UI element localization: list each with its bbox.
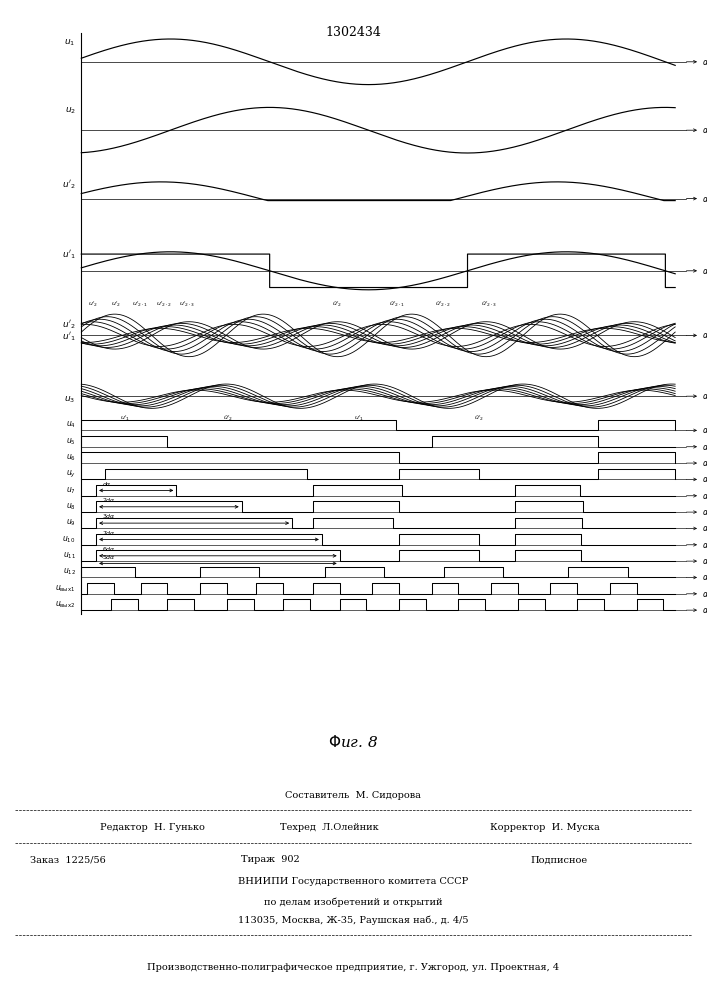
Text: $\alpha(t)$: $\alpha(t)$ [702, 390, 707, 402]
Text: $\alpha(t)$: $\alpha(t)$ [702, 473, 707, 485]
Text: Составитель  М. Сидорова: Составитель М. Сидорова [285, 790, 421, 800]
Text: $\alpha(t)$: $\alpha(t)$ [702, 124, 707, 136]
Text: $u_{12}$: $u_{12}$ [62, 567, 76, 577]
Text: $\alpha(t)$: $\alpha(t)$ [702, 588, 707, 600]
Text: Производственно-полиграфическое предприятие, г. Ужгород, ул. Проектная, 4: Производственно-полиграфическое предприя… [147, 964, 559, 972]
Text: $\bar{u}'_{2\cdot3}$: $\bar{u}'_{2\cdot3}$ [481, 299, 496, 309]
Text: $2d\alpha$: $2d\alpha$ [102, 496, 116, 504]
Text: $\alpha(t)$: $\alpha(t)$ [702, 604, 707, 616]
Text: $u_3$: $u_3$ [64, 395, 76, 405]
Text: $u_{11}$: $u_{11}$ [62, 551, 76, 561]
Text: $u_5$: $u_5$ [66, 436, 76, 447]
Text: $u'_1$: $u'_1$ [354, 413, 363, 423]
Text: $u_7$: $u_7$ [66, 485, 76, 496]
Text: $\alpha(t)$: $\alpha(t)$ [702, 555, 707, 567]
Text: $5d\alpha$: $5d\alpha$ [102, 553, 116, 561]
Text: 1302434: 1302434 [325, 26, 382, 39]
Text: $u'_1$: $u'_1$ [62, 331, 76, 343]
Text: по делам изобретений и открытий: по делам изобретений и открытий [264, 897, 443, 907]
Text: $\alpha(t)$: $\alpha(t)$ [702, 457, 707, 469]
Text: $\alpha(t)$: $\alpha(t)$ [702, 424, 707, 436]
Text: $u'_2$: $u'_2$ [62, 178, 76, 191]
Text: Редактор  Н. Гунько: Редактор Н. Гунько [100, 822, 205, 832]
Text: Заказ  1225/56: Заказ 1225/56 [30, 856, 106, 864]
Text: $u_6$: $u_6$ [66, 453, 76, 463]
Text: $\Phi$иг. 8: $\Phi$иг. 8 [328, 734, 379, 750]
Text: $\alpha(t)$: $\alpha(t)$ [702, 441, 707, 453]
Text: $\alpha(t)$: $\alpha(t)$ [702, 506, 707, 518]
Text: ВНИИПИ Государственного комитета СССР: ВНИИПИ Государственного комитета СССР [238, 878, 468, 886]
Text: $\alpha(t)$: $\alpha(t)$ [702, 56, 707, 68]
Text: $u'_1$: $u'_1$ [62, 248, 76, 261]
Text: $u'_2$: $u'_2$ [111, 299, 121, 309]
Text: Тираж  902: Тираж 902 [240, 856, 299, 864]
Text: $u'_1$: $u'_1$ [120, 413, 130, 423]
Text: $u'_{2\cdot3}$: $u'_{2\cdot3}$ [179, 299, 194, 309]
Text: $u_4$: $u_4$ [66, 420, 76, 430]
Text: $\bar{u}'_2$: $\bar{u}'_2$ [474, 413, 484, 423]
Text: $6d\alpha$: $6d\alpha$ [102, 545, 116, 553]
Text: $u'_2$: $u'_2$ [88, 299, 98, 309]
Text: $u'_{2\cdot1}$: $u'_{2\cdot1}$ [132, 299, 148, 309]
Text: $u'_2$: $u'_2$ [62, 319, 76, 331]
Text: Корректор  И. Муска: Корректор И. Муска [490, 822, 600, 832]
Text: $u'_{2\cdot2}$: $u'_{2\cdot2}$ [156, 299, 171, 309]
Text: $\alpha(t)$: $\alpha(t)$ [702, 265, 707, 277]
Text: $\alpha(t)$: $\alpha(t)$ [702, 490, 707, 502]
Text: $\bar{u}'_{2\cdot1}$: $\bar{u}'_{2\cdot1}$ [389, 299, 404, 309]
Text: $\alpha(t)$: $\alpha(t)$ [702, 539, 707, 551]
Text: $u_{10}$: $u_{10}$ [62, 534, 76, 545]
Text: $u_y$: $u_y$ [66, 469, 76, 480]
Text: $u_8$: $u_8$ [66, 502, 76, 512]
Text: $u_1$: $u_1$ [64, 37, 76, 48]
Text: Техред  Л.Олейник: Техред Л.Олейник [280, 822, 379, 832]
Text: $\bar{u}'_{2\cdot2}$: $\bar{u}'_{2\cdot2}$ [435, 299, 450, 309]
Text: $7d\alpha$: $7d\alpha$ [102, 529, 116, 537]
Text: $u_2$: $u_2$ [64, 106, 76, 116]
Text: $\bar{u}'_2$: $\bar{u}'_2$ [223, 413, 233, 423]
Text: $\alpha(t)$: $\alpha(t)$ [702, 522, 707, 534]
Text: $\bar{u}'_2$: $\bar{u}'_2$ [332, 299, 342, 309]
Text: $\alpha(t)$: $\alpha(t)$ [702, 571, 707, 583]
Text: $\alpha(t)$: $\alpha(t)$ [702, 329, 707, 341]
Text: Подписное: Подписное [530, 856, 587, 864]
Text: $\alpha(t)$: $\alpha(t)$ [702, 193, 707, 205]
Text: 113035, Москва, Ж-35, Раушская наб., д. 4/5: 113035, Москва, Ж-35, Раушская наб., д. … [238, 915, 468, 925]
Text: $u_9$: $u_9$ [66, 518, 76, 528]
Text: $u_{\text{вых}1}$: $u_{\text{вых}1}$ [55, 583, 76, 594]
Text: $3d\alpha$: $3d\alpha$ [102, 512, 116, 520]
Text: $d\alpha$: $d\alpha$ [102, 480, 112, 488]
Text: $u_{\text{вых}2}$: $u_{\text{вых}2}$ [55, 600, 76, 610]
